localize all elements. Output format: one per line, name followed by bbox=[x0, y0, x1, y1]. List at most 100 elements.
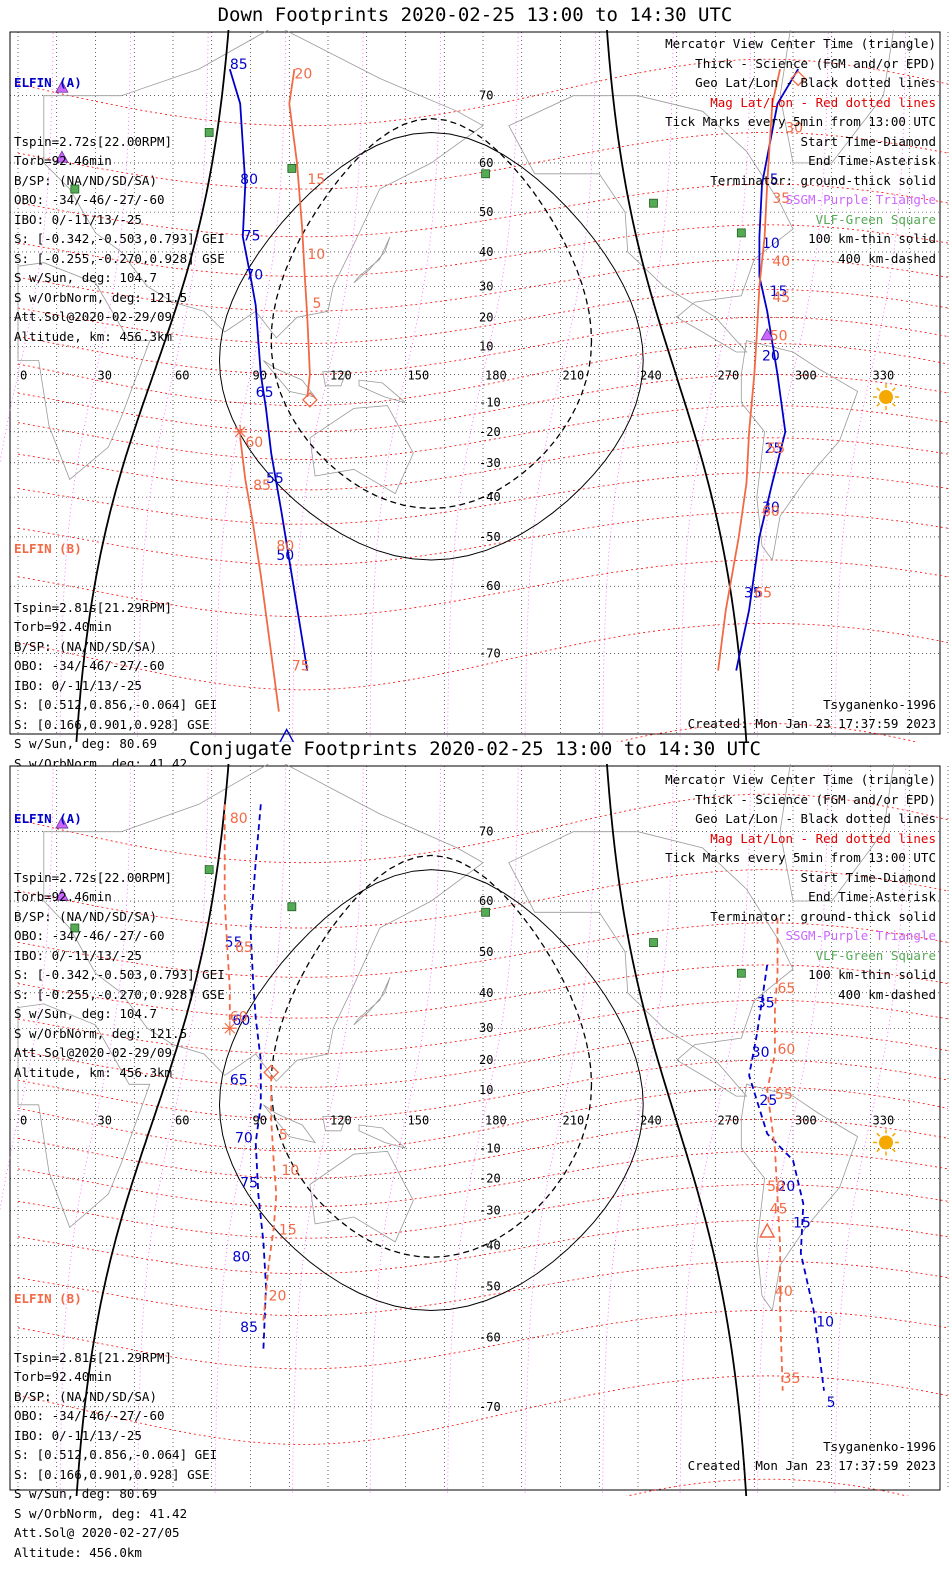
terminator-line bbox=[606, 30, 748, 742]
track-tick-label: 60 bbox=[230, 1009, 248, 1025]
y-tick-label: 10 bbox=[479, 1083, 493, 1097]
y-tick-label: 50 bbox=[479, 945, 493, 959]
map-frame bbox=[9, 765, 941, 1491]
track-tick-label: 15 bbox=[770, 284, 788, 300]
terminator-line bbox=[606, 764, 748, 1496]
terminator-line bbox=[75, 30, 230, 742]
elfin-a-track bbox=[748, 964, 825, 1391]
mag-latitude-line bbox=[17, 1184, 949, 1239]
info-line: SSGM-Purple Triangle bbox=[785, 192, 936, 207]
mag-meridian-line bbox=[447, 30, 519, 737]
elfin-a-track bbox=[249, 804, 267, 1350]
info-line: OBO: -34/-46/-27/-60 bbox=[14, 658, 165, 673]
info-line: S w/OrbNorm, deg: 121.5 bbox=[14, 289, 188, 305]
model-label: Tsyganenko-1996 bbox=[823, 697, 936, 712]
mag-meridian-line bbox=[137, 764, 209, 1493]
y-tick-label: -20 bbox=[479, 1171, 501, 1185]
track-tick-label: 15 bbox=[793, 1215, 811, 1231]
info-line: Mercator View Center Time (triangle) bbox=[665, 772, 936, 787]
y-tick-label: -50 bbox=[479, 530, 501, 544]
track-tick-label: 35 bbox=[744, 586, 762, 602]
track-tick-label: 40 bbox=[775, 1284, 793, 1300]
x-tick-label: 180 bbox=[485, 1113, 507, 1127]
mag-latitude-line bbox=[17, 622, 949, 691]
mag-latitude-line bbox=[625, 1478, 909, 1496]
info-line: S: [-0.342,-0.503,0.793] GEI bbox=[14, 967, 225, 982]
continent-outline bbox=[779, 764, 894, 902]
mag-latitude-line bbox=[17, 1220, 949, 1275]
track-tick-label: 65 bbox=[256, 385, 274, 401]
continent-outline bbox=[740, 1083, 859, 1312]
info-line: B/SP: (NA/ND/SD/SA) bbox=[14, 908, 157, 924]
info-line: End Time-Asterisk bbox=[808, 889, 936, 904]
mag-latitude-line bbox=[17, 289, 949, 344]
info-line: Torb=92.46min bbox=[14, 889, 112, 904]
track-tick-label: 10 bbox=[307, 247, 325, 263]
track-tick-label: 85 bbox=[240, 1320, 258, 1336]
track-tick-label: 30 bbox=[762, 500, 780, 516]
info-line: Mag Lat/Lon - Red dotted lines bbox=[710, 830, 936, 846]
mag-meridian-line bbox=[834, 30, 907, 737]
x-tick-label: 30 bbox=[98, 369, 112, 383]
info-line: S: [-0.255,-0.270,0.928] GSE bbox=[14, 986, 225, 1002]
info-line: Tspin=2.72s[22.00RPM] bbox=[14, 869, 173, 885]
continent-outline bbox=[740, 340, 859, 561]
y-tick-label: 60 bbox=[479, 894, 493, 908]
sun-icon bbox=[873, 384, 899, 411]
x-tick-label: 0 bbox=[20, 369, 27, 383]
x-tick-label: 180 bbox=[485, 369, 507, 383]
track-tick-label: 35 bbox=[772, 191, 790, 207]
y-tick-label: -10 bbox=[479, 1141, 501, 1155]
elfin-b-track bbox=[288, 68, 311, 398]
created-label: Created: Mon Jan 23 17:37:59 2023 bbox=[687, 716, 936, 731]
track-tick-label: 80 bbox=[230, 811, 248, 827]
vlf-square bbox=[204, 128, 214, 137]
mag-latitude-line bbox=[17, 922, 949, 978]
info-line: SSGM-Purple Triangle bbox=[785, 928, 936, 943]
info-line: Att.Sol@2020-02-29/09 bbox=[14, 309, 173, 324]
mag-latitude-line bbox=[17, 1260, 949, 1317]
info-line: S w/OrbNorm, deg: 41.42 bbox=[14, 1505, 188, 1521]
track-tick-label: 30 bbox=[785, 120, 803, 136]
elfin-a-info: ELFIN (A) Tspin=2.72s[22.00RPM] Torb=92.4… bbox=[14, 34, 225, 366]
track-tick-label: 5 bbox=[827, 1395, 836, 1411]
track-tick-label: 80 bbox=[232, 1249, 250, 1265]
elfin-b-header: ELFIN (B) bbox=[14, 541, 82, 556]
footprint-100km-line bbox=[218, 131, 644, 561]
y-tick-label: -60 bbox=[479, 579, 501, 593]
elfin-b-info-conjugate: ELFIN (B) Tspin=2.81s[21.29RPM] Torb=92.4… bbox=[14, 1250, 217, 1582]
mag-meridian-line bbox=[602, 30, 674, 737]
mag-latitude-line bbox=[17, 132, 949, 190]
center-time-triangle bbox=[279, 728, 295, 742]
continent-outline bbox=[43, 30, 484, 339]
track-tick-label: 80 bbox=[276, 538, 294, 554]
track-tick-label: 55 bbox=[225, 935, 243, 951]
info-line: B/SP: (NA/ND/SD/SA) bbox=[14, 638, 157, 654]
elfin-b-track bbox=[262, 1075, 278, 1321]
sun-icon bbox=[873, 1129, 899, 1156]
elfin-b-track bbox=[766, 917, 784, 1391]
info-line: Altitude, km: 456.3km bbox=[14, 328, 173, 344]
track-tick-label: 30 bbox=[752, 1045, 770, 1061]
info-line: OBO: -34/-46/-27/-60 bbox=[14, 1408, 165, 1423]
mag-latitude-line bbox=[17, 511, 949, 566]
elfin-a-info-conjugate: ELFIN (A) Tspin=2.72s[22.00RPM] Torb=92.4… bbox=[14, 770, 225, 1102]
model-label: Tsyganenko-1996 bbox=[823, 1439, 936, 1454]
track-tick-label: 80 bbox=[240, 172, 258, 188]
mag-meridian-line bbox=[0, 30, 54, 465]
info-line: Mercator View Center Time (triangle) bbox=[665, 36, 936, 51]
ssgm-triangle bbox=[760, 328, 774, 341]
y-tick-label: -40 bbox=[479, 490, 501, 504]
elfin-a-lines: Tspin=2.72s[22.00RPM] Torb=92.46min B/SP: … bbox=[14, 868, 225, 1083]
track-tick-label: 65 bbox=[235, 940, 253, 956]
y-tick-label: -30 bbox=[479, 1203, 501, 1217]
y-tick-label: -20 bbox=[479, 425, 501, 439]
conjugate-footprints-title: Conjugate Footprints 2020-02-25 13:00 to… bbox=[189, 738, 761, 760]
info-line: Thick - Science (FGM and/or EPD) bbox=[695, 791, 936, 807]
terminator-line bbox=[75, 764, 230, 1496]
info-line: Start Time-Diamond bbox=[800, 869, 936, 885]
center-time-triangle bbox=[758, 1222, 776, 1238]
x-tick-label: 210 bbox=[563, 1113, 585, 1127]
y-tick-label: 70 bbox=[479, 825, 493, 839]
info-line: Terminator: ground-thick solid bbox=[710, 172, 936, 188]
